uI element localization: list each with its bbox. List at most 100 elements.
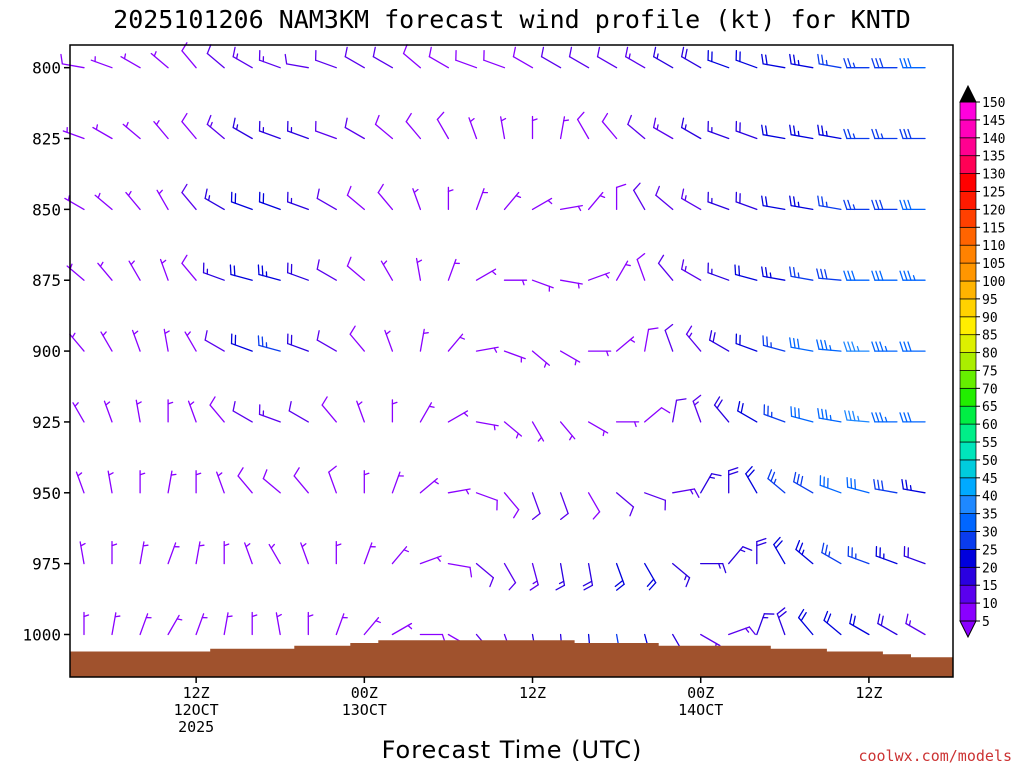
barb-half [123,53,127,60]
wind-barb [644,327,659,352]
barb-staff [167,542,177,565]
barb-staff [181,262,197,281]
barb-full [877,479,880,491]
barb-half [684,574,688,581]
barb-full [794,407,797,418]
barb-staff [568,56,590,69]
barb-staff [258,273,281,281]
wind-barb [761,266,786,281]
barb-half [520,356,523,363]
barb-half [532,580,538,585]
wind-barb [843,58,870,69]
barb-full [181,42,188,52]
barb-full [843,199,848,211]
barb-staff [713,404,730,423]
barb-half [548,285,551,292]
barb-staff [790,275,814,281]
wind-barb [871,199,898,211]
barb-half [428,405,435,408]
barb-staff [735,201,758,211]
barb-staff [380,260,394,281]
colorbar-tick-label: 115 [982,221,1005,236]
wind-barb [596,46,618,69]
colorbar-swatch [959,387,977,407]
barb-staff [615,562,625,585]
wind-barb [559,116,570,140]
wind-barb [503,421,523,439]
barb-full [847,199,852,211]
wind-barb [111,540,118,565]
barb-staff [181,120,197,140]
barb-full [846,476,849,488]
barb-full [847,58,852,69]
barb-staff [531,197,553,211]
barb-full [286,191,289,203]
wind-barb [184,331,197,352]
wind-barb [877,613,898,636]
barb-staff [391,546,408,565]
barb-full [206,44,212,55]
barb-full [852,615,856,627]
barb-full [346,256,352,267]
barb-full [711,473,722,477]
barb-half [624,263,631,267]
wind-barb [587,272,610,281]
barb-half [270,543,275,549]
barb-staff [314,59,337,69]
barb-staff [633,189,646,211]
barb-full [821,54,824,66]
barb-staff [475,268,497,281]
barb-staff [762,134,786,140]
wind-barb [139,541,149,565]
wind-barb [655,185,674,211]
barb-full [875,545,878,557]
wind-barb [372,46,394,69]
wind-barb [436,111,450,140]
barb-staff [286,272,309,281]
barb-full [262,193,265,204]
wind-barb [447,333,466,352]
barb-staff [795,548,814,565]
barb-full [648,582,657,591]
barb-staff [475,492,498,501]
barb-staff [131,329,141,352]
barb-full [765,54,768,66]
wind-barb [773,536,786,565]
credit-link[interactable]: coolwx.com/models [858,747,1012,765]
barb-full [903,199,908,211]
barb-staff [700,633,721,647]
colorbar-tick-label: 90 [982,311,998,326]
barb-staff [692,400,702,423]
colorbar-swatch [959,531,977,550]
barb-full [877,613,881,625]
colorbar-tick-label: 65 [982,400,998,415]
barb-half [262,126,265,133]
barb-staff [419,402,433,423]
barb-full [232,400,236,412]
barb-full [405,112,412,123]
barb-full [739,334,741,346]
barb-half [569,435,573,441]
barb-staff [293,475,309,494]
barb-staff [587,421,609,434]
colorbar-swatch [959,584,977,604]
wind-barb [843,270,870,281]
barb-staff [447,333,464,352]
wind-barb [871,128,898,140]
y-tick-label: 875 [32,271,61,290]
wind-barb [700,473,722,494]
barb-full [328,465,337,473]
barb-staff [363,616,380,636]
wind-barb [652,46,674,69]
barb-staff [503,562,517,584]
barb-full [496,499,498,511]
barb-full [899,128,904,140]
barb-full [512,46,516,58]
wind-barb [847,545,870,565]
wind-barb [817,408,842,423]
barb-full [489,577,495,588]
wind-barb [257,335,281,352]
barb-full [879,547,881,559]
wind-barb [363,616,381,636]
barb-half [217,472,223,477]
